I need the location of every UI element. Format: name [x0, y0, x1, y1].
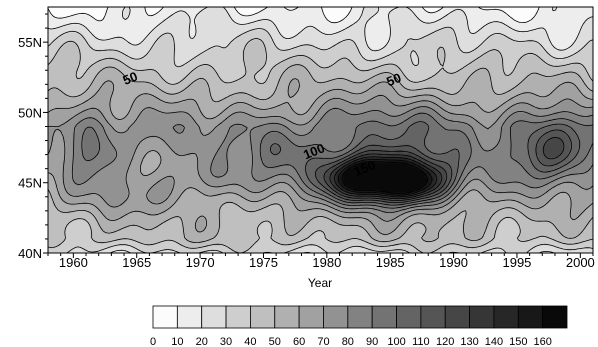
colorbar-label: 110: [412, 336, 430, 347]
colorbar-box: [298, 305, 324, 329]
colorbar-label: 100: [387, 336, 405, 347]
colorbar-label: 40: [244, 336, 256, 347]
x-axis: 1960 1965 1970 1975 1980 1985 1990 1995 2000: [47, 253, 595, 270]
y-tick-label: 50N: [18, 105, 42, 120]
x-tick-label: 1975: [249, 255, 278, 270]
colorbar-box: [347, 305, 373, 329]
contour-line-110: [315, 129, 572, 204]
x-tick-label: 1990: [439, 255, 468, 270]
colorbar-box: [323, 305, 349, 329]
colorbar-label: 140: [485, 336, 503, 347]
contour-line-90: [81, 112, 593, 209]
colorbar-label: 30: [220, 336, 232, 347]
contour-line-120: [323, 137, 565, 201]
plot-frame: [47, 6, 594, 254]
y-tick-label: 45N: [18, 176, 42, 191]
colorbar-box: [371, 305, 397, 329]
colorbar-label: 160: [533, 336, 551, 347]
y-tick-label: 40N: [18, 246, 42, 261]
contour-line-60: [48, 78, 593, 235]
x-tick-label: 1995: [502, 255, 531, 270]
contour-line-130: [329, 153, 443, 200]
y-axis: 40N 45N 50N 55N: [18, 13, 48, 261]
colorbar-box: [201, 305, 227, 329]
colorbar-box: [152, 305, 178, 329]
contour-field: [48, 7, 593, 253]
y-tick-label: 55N: [18, 35, 42, 50]
colorbar-box: [225, 305, 251, 329]
colorbar-box: [493, 305, 519, 329]
contour-line-140: [334, 156, 438, 198]
contour-line-20: [48, 7, 593, 253]
contour-line-50: [48, 64, 593, 243]
colorbar-label: 80: [342, 336, 354, 347]
colorbar-label: 10: [171, 336, 183, 347]
contour-line-150: [338, 158, 433, 196]
colorbar-label: 150: [509, 336, 527, 347]
colorbar-label: 120: [436, 336, 454, 347]
contour-line-30: [48, 26, 593, 253]
contour-line-100: [270, 121, 581, 206]
colorbar-box: [274, 305, 300, 329]
colorbar-label: 60: [293, 336, 305, 347]
x-tick-label: 2000: [566, 255, 595, 270]
colorbar-box: [542, 305, 568, 329]
x-tick-label: 1960: [59, 255, 88, 270]
colorbar-box: [517, 305, 544, 329]
colorbar-label: 50: [269, 336, 281, 347]
contour-line-70: [48, 94, 593, 222]
colorbar-label: 130: [460, 336, 478, 347]
x-tick-label: 1965: [122, 255, 151, 270]
contour-lines: [48, 7, 593, 253]
contour-line-40: [48, 38, 593, 253]
colorbar: 0 10 20 30 40 50 60 70 80 90 100 110 120 130 140 150 160: [150, 305, 568, 347]
colorbar-label: 90: [366, 336, 378, 347]
colorbar-label: 20: [196, 336, 208, 347]
contour-line-160: [341, 161, 428, 194]
x-axis-title: Year: [308, 276, 332, 290]
colorbar-box: [420, 305, 446, 329]
colorbar-label: 70: [317, 336, 329, 347]
contour-label: 50: [384, 70, 403, 89]
colorbar-label: 0: [150, 336, 156, 347]
colorbar-box: [176, 305, 203, 329]
contour-line-80: [71, 106, 593, 213]
colorbar-box: [469, 305, 495, 329]
colorbar-box: [444, 305, 470, 329]
x-tick-label: 1970: [186, 255, 215, 270]
x-tick-label: 1980: [312, 255, 341, 270]
colorbar-box: [396, 305, 422, 329]
colorbar-box: [250, 305, 276, 329]
x-tick-label: 1985: [376, 255, 405, 270]
contour-label: 50: [121, 69, 140, 88]
